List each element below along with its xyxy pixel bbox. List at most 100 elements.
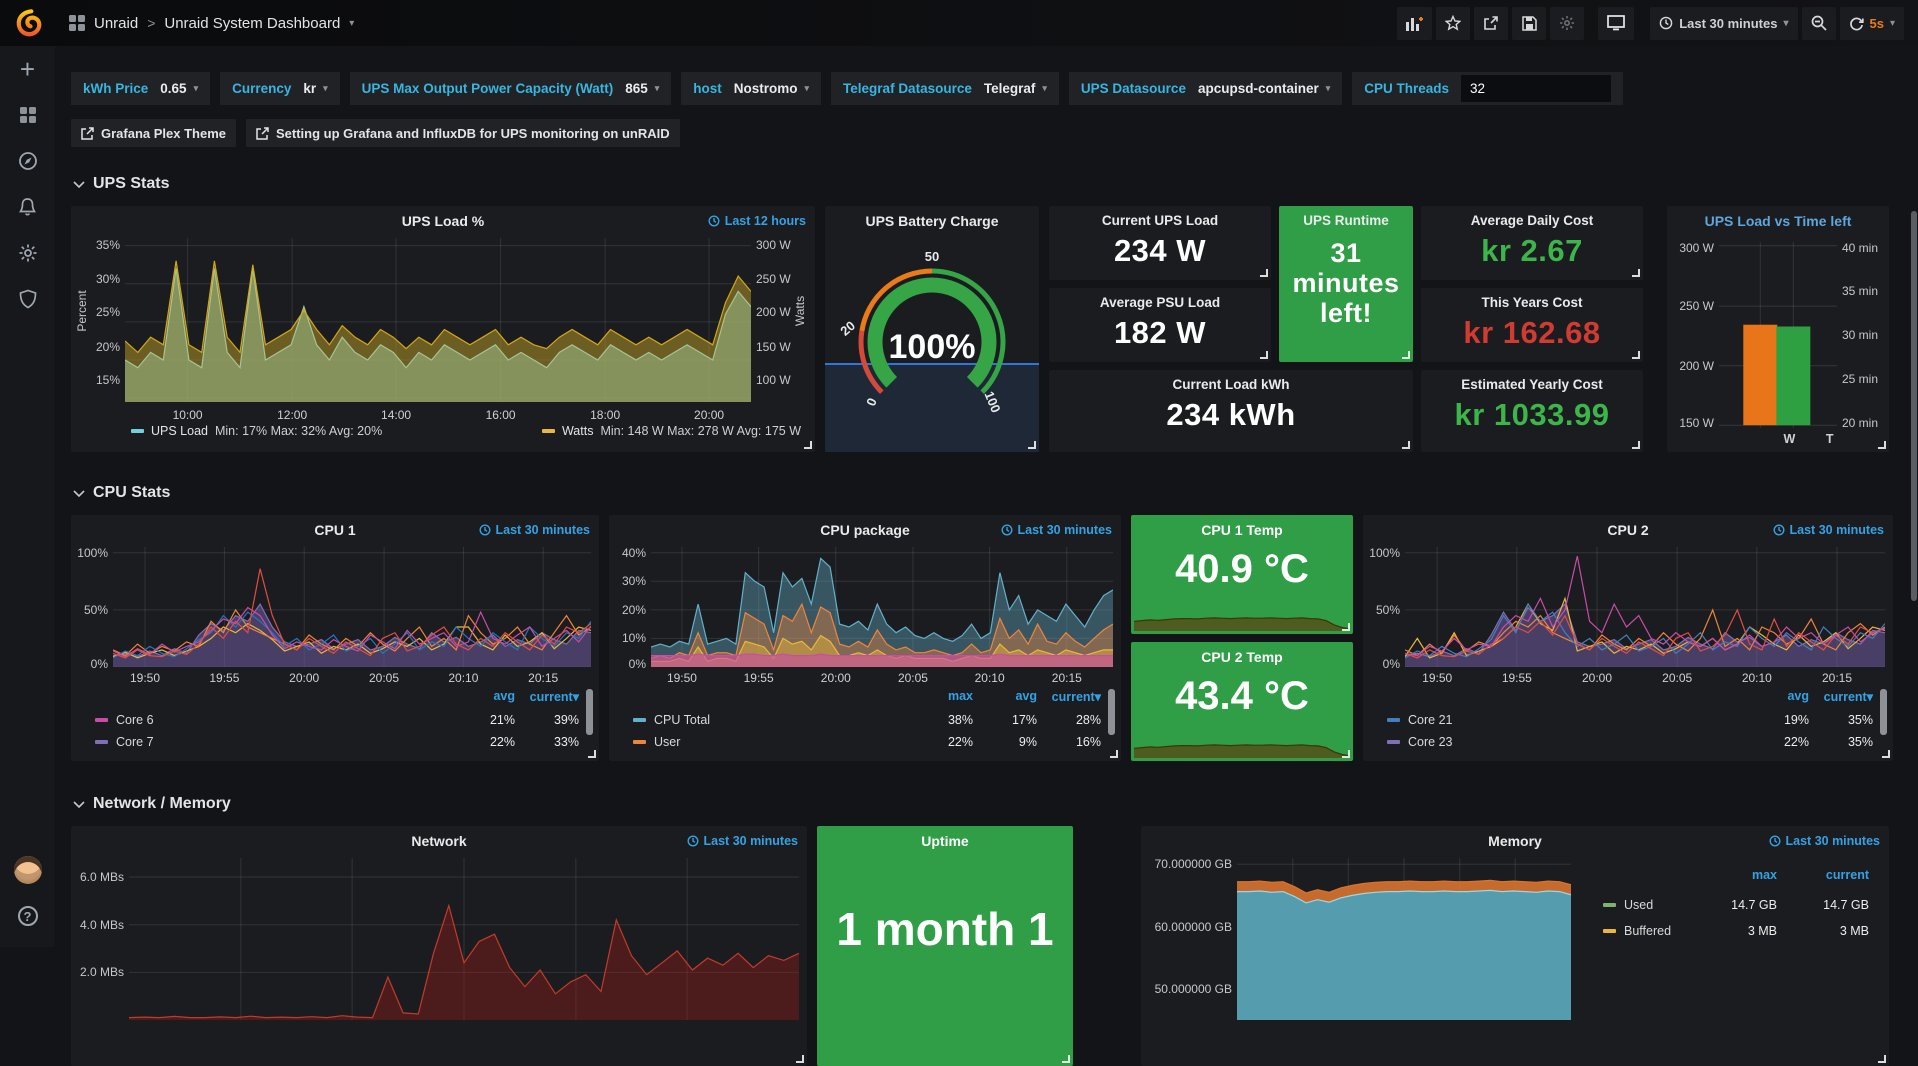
legend-series-label[interactable]: Core 23: [1387, 735, 1745, 749]
section-network-memory[interactable]: Network / Memory: [73, 795, 1910, 813]
zoom-out-icon: [1811, 15, 1827, 31]
legend-sort-current[interactable]: current▾: [1037, 689, 1101, 709]
stat-title[interactable]: Estimated Yearly Cost: [1421, 370, 1643, 392]
title-caret-icon[interactable]: ▾: [349, 18, 354, 29]
sidebar-alerting-button[interactable]: [0, 184, 55, 230]
axis-tick: 19:55: [209, 671, 239, 685]
legend-series-label[interactable]: User: [633, 735, 909, 749]
refresh-button[interactable]: 5s ▾: [1840, 7, 1905, 40]
external-link-icon: [256, 127, 269, 140]
panel-title[interactable]: UPS Load %: [71, 206, 815, 232]
axis-tick: 20:05: [369, 671, 399, 685]
legend-series-label[interactable]: Used: [1603, 898, 1685, 912]
stat-title[interactable]: UPS Runtime: [1279, 206, 1413, 228]
variable-kwh-price[interactable]: kWh Price 0.65▾: [71, 72, 210, 105]
stat-title[interactable]: Average PSU Load: [1049, 288, 1271, 310]
legend-sort-max[interactable]: max: [909, 689, 973, 709]
panel-time-range[interactable]: Last 30 minutes: [687, 834, 798, 848]
link-grafana-plex-theme[interactable]: Grafana Plex Theme: [71, 119, 236, 147]
legend-sort-avg[interactable]: avg: [973, 689, 1037, 709]
dashboard-settings-button[interactable]: [1550, 7, 1584, 40]
sidebar-configuration-button[interactable]: [0, 230, 55, 276]
share-button[interactable]: [1474, 7, 1508, 40]
legend-scrollbar-thumb[interactable]: [1880, 689, 1887, 735]
ups-bar-chart: [1719, 242, 1837, 428]
variable-telegraf-datasource[interactable]: Telegraf Datasource Telegraf▾: [831, 72, 1059, 105]
variable-host[interactable]: host Nostromo▾: [681, 72, 821, 105]
refresh-caret-icon[interactable]: ▾: [1890, 18, 1895, 29]
breadcrumb-section[interactable]: Unraid: [94, 15, 138, 32]
time-range-picker[interactable]: Last 30 minutes ▾: [1650, 7, 1797, 40]
sidebar-create-button[interactable]: +: [0, 46, 55, 92]
variable-cpu-threads[interactable]: CPU Threads 32: [1352, 72, 1623, 105]
link-ups-monitoring-guide[interactable]: Setting up Grafana and InfluxDB for UPS …: [246, 119, 680, 147]
scrollbar-thumb[interactable]: [1911, 211, 1917, 601]
network-chart: [129, 858, 799, 1020]
variable-ups-max-output[interactable]: UPS Max Output Power Capacity (Watt) 865…: [350, 72, 672, 105]
variable-currency[interactable]: Currency kr▾: [220, 72, 340, 105]
legend-series-label[interactable]: Core 7: [95, 735, 451, 749]
section-ups-stats[interactable]: UPS Stats: [73, 175, 1910, 193]
top-navbar: Unraid > Unraid System Dashboard ▾: [0, 0, 1918, 46]
variable-value[interactable]: 0.65▾: [160, 81, 198, 96]
variable-value[interactable]: kr▾: [303, 81, 327, 96]
legend-sort-avg[interactable]: avg: [1745, 689, 1809, 709]
panel-title[interactable]: Uptime: [817, 826, 1073, 852]
stat-title[interactable]: Current Load kWh: [1049, 370, 1413, 392]
panel-time-range[interactable]: Last 30 minutes: [479, 523, 590, 537]
legend-scrollbar-thumb[interactable]: [1108, 689, 1115, 735]
breadcrumb-separator: >: [147, 15, 155, 31]
stat-title[interactable]: Current UPS Load: [1049, 206, 1271, 228]
time-range-caret-icon: ▾: [1783, 18, 1788, 29]
legend-series-label[interactable]: CPU Total: [633, 713, 909, 727]
panel-title[interactable]: UPS Load vs Time left: [1667, 206, 1889, 232]
axis-tick: 20%: [96, 340, 120, 354]
star-button[interactable]: [1436, 7, 1470, 40]
panel-title[interactable]: UPS Battery Charge: [825, 206, 1039, 232]
variable-value[interactable]: 865▾: [625, 81, 659, 96]
legend-sort-current[interactable]: current▾: [1809, 689, 1873, 709]
panel-time-range[interactable]: Last 30 minutes: [1773, 523, 1884, 537]
cycle-view-mode-button[interactable]: [1598, 7, 1634, 40]
sidebar-user-avatar[interactable]: [0, 847, 55, 893]
variable-value[interactable]: Nostromo▾: [734, 81, 809, 96]
legend-ups-load[interactable]: UPS Load Min: 17% Max: 32% Avg: 20%: [131, 424, 382, 438]
panel-time-range[interactable]: Last 30 minutes: [1001, 523, 1112, 537]
axis-tick: 20%: [622, 603, 646, 617]
grafana-logo[interactable]: [0, 0, 55, 46]
legend-sort-max[interactable]: max: [1685, 868, 1777, 892]
variable-value[interactable]: apcupsd-container▾: [1198, 81, 1330, 96]
legend-series-label[interactable]: Core 21: [1387, 713, 1745, 727]
page-title[interactable]: Unraid System Dashboard: [164, 15, 340, 32]
add-panel-button[interactable]: [1397, 7, 1432, 40]
sidebar-dashboards-button[interactable]: [0, 92, 55, 138]
variable-value[interactable]: Telegraf▾: [984, 81, 1047, 96]
dashboard-links-row: Grafana Plex Theme Setting up Grafana an…: [71, 119, 1910, 147]
legend-sort-avg[interactable]: avg: [451, 689, 515, 709]
panel-title[interactable]: CPU 1 Temp: [1131, 515, 1353, 541]
panel-time-range[interactable]: Last 30 minutes: [1769, 834, 1880, 848]
legend-scrollbar-thumb[interactable]: [586, 689, 593, 735]
panel-time-range[interactable]: Last 12 hours: [708, 214, 806, 228]
cpu-threads-input[interactable]: 32: [1461, 75, 1611, 102]
stat-title[interactable]: Average Daily Cost: [1421, 206, 1643, 228]
legend-series-label[interactable]: Core 6: [95, 713, 451, 727]
sidebar-admin-button[interactable]: [0, 276, 55, 322]
legend-series-label[interactable]: Buffered: [1603, 924, 1685, 938]
legend-sort-current[interactable]: current: [1777, 868, 1869, 892]
stat-title[interactable]: This Years Cost: [1421, 288, 1643, 310]
zoom-out-button[interactable]: [1802, 7, 1836, 40]
sidebar-explore-button[interactable]: [0, 138, 55, 184]
legend-watts[interactable]: Watts Min: 148 W Max: 278 W Avg: 175 W: [542, 424, 801, 438]
save-button[interactable]: [1512, 7, 1546, 40]
legend-sort-current[interactable]: current▾: [515, 689, 579, 709]
chart-svg: [651, 547, 1113, 667]
section-cpu-stats[interactable]: CPU Stats: [73, 484, 1910, 502]
stat-value: 234 W: [1049, 233, 1271, 269]
refresh-interval-label[interactable]: 5s: [1870, 16, 1884, 31]
panel-title[interactable]: CPU 2 Temp: [1131, 642, 1353, 668]
variable-ups-datasource[interactable]: UPS Datasource apcupsd-container▾: [1069, 72, 1342, 105]
sidebar-help-button[interactable]: ?: [0, 893, 55, 939]
